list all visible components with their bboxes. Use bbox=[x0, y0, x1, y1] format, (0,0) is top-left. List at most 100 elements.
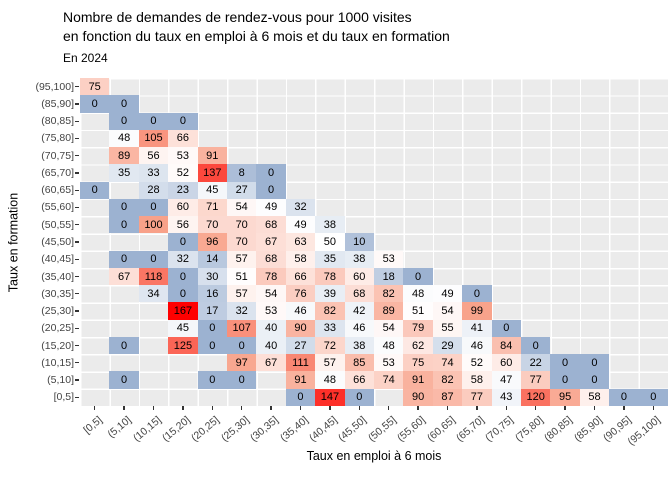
x-tick-mark bbox=[182, 405, 184, 410]
y-tick-mark bbox=[75, 206, 79, 209]
heatmap-cell: 82 bbox=[374, 285, 404, 303]
y-tick-mark bbox=[75, 379, 79, 381]
heatmap-cell: 105 bbox=[138, 129, 169, 148]
y-tick-mark bbox=[75, 137, 79, 140]
heatmap-cell: 91 bbox=[403, 371, 433, 389]
heatmap-cell: 147 bbox=[315, 388, 345, 406]
heatmap-cell: 84 bbox=[491, 336, 521, 355]
heatmap-cell: 67 bbox=[109, 267, 139, 286]
heatmap-cell: 167 bbox=[168, 302, 198, 320]
x-tick-mark bbox=[299, 405, 302, 410]
x-tick-mark bbox=[270, 405, 272, 410]
heatmap-cell: 17 bbox=[197, 302, 227, 320]
heatmap-cell: 16 bbox=[197, 285, 227, 303]
heatmap-cell: 0 bbox=[197, 371, 227, 389]
heatmap-cell: 46 bbox=[285, 302, 316, 320]
heatmap-cell: 51 bbox=[227, 267, 257, 286]
heatmap-cell: 0 bbox=[80, 181, 110, 199]
heatmap-cell: 39 bbox=[315, 285, 345, 303]
heatmap-cell: 41 bbox=[462, 319, 492, 337]
x-tick-mark bbox=[476, 405, 478, 410]
heatmap-cell: 60 bbox=[168, 198, 198, 217]
y-tick-mark bbox=[75, 172, 79, 174]
heatmap-cell: 46 bbox=[462, 336, 492, 355]
heatmap-cell: 27 bbox=[227, 181, 257, 199]
y-tick-label: (65,70] bbox=[41, 166, 74, 179]
heatmap-cell: 29 bbox=[432, 336, 463, 355]
heatmap-cell: 32 bbox=[285, 198, 316, 217]
y-tick-mark bbox=[75, 310, 79, 312]
heatmap-cell: 90 bbox=[285, 319, 316, 337]
y-tick-label: (15,20] bbox=[41, 339, 74, 352]
heatmap-cell: 0 bbox=[550, 371, 580, 389]
heatmap-cell: 53 bbox=[374, 354, 404, 372]
heatmap-cell: 60 bbox=[491, 354, 521, 372]
heatmap-cell: 57 bbox=[227, 285, 257, 303]
heatmap-cell: 66 bbox=[168, 129, 198, 148]
x-tick-mark bbox=[593, 405, 596, 410]
heatmap-cell: 0 bbox=[109, 112, 139, 130]
heatmap-cell: 77 bbox=[521, 371, 551, 389]
y-tick-label: (55,60] bbox=[41, 201, 74, 214]
heatmap-cell: 32 bbox=[227, 302, 257, 320]
heatmap-cell: 87 bbox=[432, 388, 463, 406]
heatmap-cell: 48 bbox=[315, 371, 345, 389]
y-tick-mark bbox=[75, 396, 79, 398]
heatmap-cell: 0 bbox=[109, 95, 139, 113]
heatmap-cell: 0 bbox=[227, 371, 257, 389]
heatmap-cell: 62 bbox=[403, 336, 433, 355]
heatmap-cell: 57 bbox=[315, 354, 345, 372]
heatmap-cell: 91 bbox=[197, 147, 227, 165]
heatmap-cell: 82 bbox=[432, 371, 463, 389]
heatmap-cell: 68 bbox=[256, 250, 286, 268]
heatmap-cell: 28 bbox=[138, 181, 169, 199]
heatmap-cell: 49 bbox=[256, 198, 286, 217]
heatmap-cell: 0 bbox=[256, 181, 286, 199]
heatmap-cell: 60 bbox=[344, 267, 374, 286]
x-tick-mark bbox=[358, 405, 360, 410]
heatmap-cell: 137 bbox=[197, 164, 227, 182]
heatmap-cell: 125 bbox=[168, 336, 198, 355]
heatmap-cell: 97 bbox=[227, 354, 257, 372]
heatmap-cell: 67 bbox=[256, 233, 286, 251]
heatmap-cell: 76 bbox=[285, 285, 316, 303]
heatmap-cell: 22 bbox=[521, 354, 551, 372]
y-tick-mark bbox=[75, 103, 79, 105]
heatmap-cell: 74 bbox=[374, 371, 404, 389]
y-tick-label: (45,50] bbox=[41, 235, 74, 248]
heatmap-cell: 10 bbox=[344, 233, 374, 251]
y-tick-label: (20,25] bbox=[41, 322, 74, 335]
y-tick-mark bbox=[75, 224, 79, 226]
heatmap-cell: 0 bbox=[197, 319, 227, 337]
heatmap-cell: 56 bbox=[138, 147, 169, 165]
heatmap-cell: 58 bbox=[579, 388, 610, 406]
heatmap-cell: 34 bbox=[138, 285, 169, 303]
heatmap-cell: 33 bbox=[138, 164, 169, 182]
heatmap-cell: 48 bbox=[403, 285, 433, 303]
heatmap-cell: 70 bbox=[227, 233, 257, 251]
x-tick-mark bbox=[564, 405, 566, 410]
y-tick-label: (35,40] bbox=[41, 270, 74, 283]
heatmap-cell: 91 bbox=[285, 371, 316, 389]
heatmap-cell: 35 bbox=[315, 250, 345, 268]
y-tick-label: [0,5] bbox=[53, 391, 74, 404]
heatmap-cell: 49 bbox=[285, 216, 316, 234]
y-tick-mark bbox=[75, 189, 79, 191]
heatmap-cell: 0 bbox=[344, 388, 374, 406]
heatmap-cell: 0 bbox=[285, 388, 316, 406]
heatmap-cell: 71 bbox=[197, 198, 227, 217]
heatmap-cell: 57 bbox=[227, 250, 257, 268]
y-tick-mark bbox=[75, 362, 79, 364]
heatmap-cell: 54 bbox=[227, 198, 257, 217]
heatmap-cell: 38 bbox=[315, 216, 345, 234]
heatmap-cell: 100 bbox=[138, 216, 169, 234]
x-tick-mark bbox=[446, 405, 449, 410]
heatmap-cell: 0 bbox=[80, 95, 110, 113]
heatmap-cell: 78 bbox=[315, 267, 345, 286]
x-tick-mark bbox=[241, 405, 243, 410]
y-tick-mark bbox=[75, 241, 79, 243]
heatmap-cell: 0 bbox=[168, 233, 198, 251]
heatmap-cell: 0 bbox=[109, 250, 139, 268]
heatmap-cell: 78 bbox=[256, 267, 286, 286]
